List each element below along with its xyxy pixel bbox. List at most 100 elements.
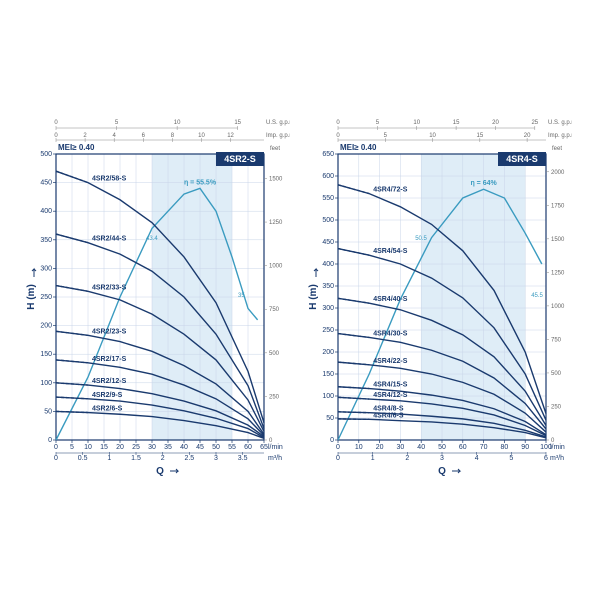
svg-text:10: 10 [198,133,205,139]
svg-text:400: 400 [322,261,334,268]
mei-label: MEI≥ 0.40 [340,143,377,152]
svg-text:m³/h: m³/h [268,455,282,462]
curve-label: 4SR4/12-S [373,392,408,399]
svg-text:0: 0 [330,437,334,444]
svg-text:50: 50 [438,444,446,451]
svg-text:600: 600 [322,173,334,180]
curve-label: 4SR2/33-S [92,284,127,291]
x-axis-label: Q [438,466,446,477]
curve-label: 4SR2/17-S [92,356,127,363]
svg-text:250: 250 [322,327,334,334]
svg-text:feet: feet [552,146,562,152]
svg-text:150: 150 [40,351,52,358]
chart-title: 4SR4-S [506,154,538,164]
svg-text:15: 15 [453,120,460,126]
curve-label: 4SR4/15-S [373,382,408,389]
svg-text:30: 30 [148,444,156,451]
svg-text:45.5: 45.5 [531,293,543,299]
svg-text:0: 0 [54,444,58,451]
svg-text:20: 20 [492,120,499,126]
curve-label: 4SR2/12-S [92,378,127,385]
svg-text:40: 40 [180,444,188,451]
svg-text:6: 6 [544,455,548,462]
svg-text:15: 15 [234,120,241,126]
svg-text:25: 25 [132,444,140,451]
svg-text:500: 500 [322,217,334,224]
curve-label: 4SR2/23-S [92,328,127,335]
chart-1: 0510152025U.S. g.p.m.05101520Imp. g.p.m.… [302,110,572,490]
y-axis-label: H (m) [26,284,37,310]
svg-text:12: 12 [227,133,234,139]
svg-text:250: 250 [40,294,52,301]
svg-text:350: 350 [40,237,52,244]
svg-text:20: 20 [524,133,531,139]
svg-text:50: 50 [326,415,334,422]
svg-text:0.5: 0.5 [78,455,88,462]
svg-text:550: 550 [322,195,334,202]
svg-text:70: 70 [480,444,488,451]
svg-text:l/min: l/min [550,444,565,451]
svg-text:350: 350 [322,283,334,290]
svg-text:1000: 1000 [269,264,283,270]
svg-text:43.4: 43.4 [146,236,158,242]
svg-text:500: 500 [551,371,562,377]
svg-text:150: 150 [322,371,334,378]
x-axis-label: Q [156,466,164,477]
y-axis-label: H (m) [308,284,319,310]
curve-label: 4SR2/6-S [92,406,123,413]
svg-text:450: 450 [40,180,52,187]
svg-text:10: 10 [429,133,436,139]
svg-text:1250: 1250 [551,270,565,276]
svg-text:55: 55 [228,444,236,451]
svg-text:300: 300 [40,265,52,272]
svg-text:2.5: 2.5 [184,455,194,462]
svg-text:750: 750 [269,307,280,313]
svg-text:100: 100 [40,380,52,387]
svg-text:10: 10 [174,120,181,126]
svg-text:60: 60 [459,444,467,451]
svg-text:200: 200 [322,349,334,356]
svg-text:1.5: 1.5 [131,455,141,462]
svg-text:1250: 1250 [269,220,283,226]
curve-label: 4SR4/30-S [373,330,408,337]
svg-text:2: 2 [405,455,409,462]
curve-label: 4SR4/54-S [373,248,408,255]
svg-text:3: 3 [214,455,218,462]
svg-text:0: 0 [336,444,340,451]
curve-label: 4SR4/22-S [373,358,408,365]
svg-text:20: 20 [376,444,384,451]
svg-text:Imp. g.p.m.: Imp. g.p.m. [548,133,572,139]
svg-text:1: 1 [107,455,111,462]
svg-text:250: 250 [551,404,562,410]
svg-text:0: 0 [336,455,340,462]
svg-text:50: 50 [212,444,220,451]
svg-text:feet: feet [270,146,280,152]
svg-text:50.5: 50.5 [415,236,427,242]
eta-peak-label: η = 55.5% [184,179,217,186]
svg-text:1: 1 [371,455,375,462]
curve-label: 4SR4/40-S [373,296,408,303]
svg-text:50: 50 [44,408,52,415]
svg-text:0: 0 [54,455,58,462]
svg-text:250: 250 [269,394,280,400]
svg-text:1500: 1500 [269,176,283,182]
svg-text:Imp. g.p.m.: Imp. g.p.m. [266,133,290,139]
curve-label: 4SR2/44-S [92,236,127,243]
svg-text:25: 25 [531,120,538,126]
curve-label: 4SR2/58-S [92,176,127,183]
svg-text:3: 3 [440,455,444,462]
svg-text:500: 500 [269,351,280,357]
svg-text:500: 500 [40,151,52,158]
svg-text:U.S. g.p.m.: U.S. g.p.m. [548,120,572,126]
svg-text:400: 400 [40,208,52,215]
chart-title: 4SR2-S [224,154,256,164]
svg-text:45: 45 [196,444,204,451]
svg-text:0: 0 [48,437,52,444]
svg-text:5: 5 [70,444,74,451]
svg-text:65: 65 [260,444,268,451]
svg-text:15: 15 [476,133,483,139]
svg-text:40: 40 [417,444,425,451]
charts-container: 051015U.S. g.p.m.024681012Imp. g.p.m.025… [20,110,580,490]
svg-text:U.S. g.p.m.: U.S. g.p.m. [266,120,290,126]
curve-label: 4SR4/72-S [373,187,408,194]
